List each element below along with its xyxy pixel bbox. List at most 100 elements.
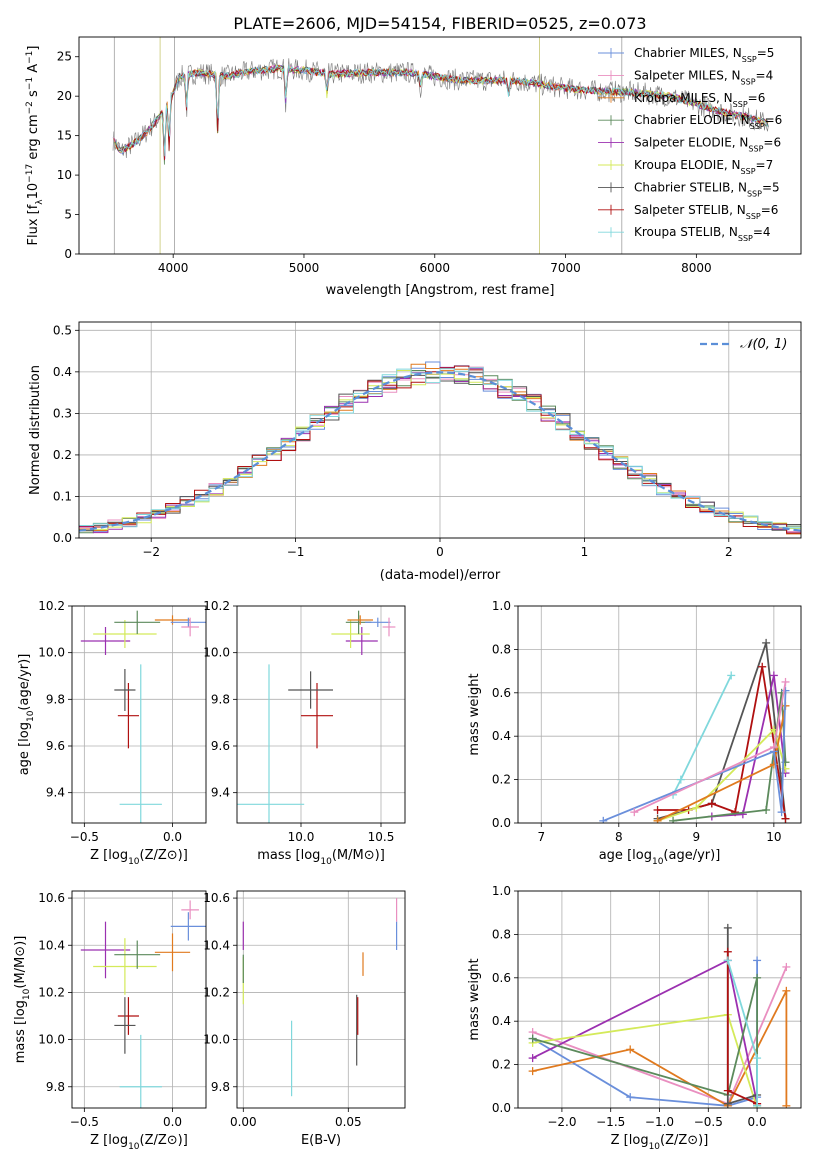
y-tick-label: 10.4 xyxy=(38,938,65,952)
y-tick-label: 0.0 xyxy=(53,531,72,545)
x-tick-label: −2 xyxy=(142,545,160,559)
y-tick-label: 10.2 xyxy=(38,599,65,613)
y-tick-label: 0.1 xyxy=(53,489,72,503)
legend-label: Salpeter STELIB, NSSP=6 xyxy=(634,203,778,221)
legend-entry: Chabrier STELIB, NSSP=5 xyxy=(598,180,780,198)
errorbar-point xyxy=(119,664,162,823)
observed-spectrum xyxy=(112,58,769,159)
weight-line xyxy=(657,666,787,819)
errorbar-point xyxy=(170,912,206,941)
errorbar-point xyxy=(181,617,199,637)
x-tick-label: 0 xyxy=(436,545,444,559)
y-axis-label: mass weight xyxy=(467,673,482,755)
weight-series-line xyxy=(528,956,762,1108)
y-tick-label: 9.4 xyxy=(46,786,65,800)
x-tick-label: 7000 xyxy=(550,261,581,275)
y-tick-label: 10.0 xyxy=(203,1033,230,1047)
figure-title: PLATE=2606, MJD=54154, FIBERID=0525, z=0… xyxy=(233,14,646,33)
weight-series-line xyxy=(653,662,790,823)
errorbar-point xyxy=(117,683,139,749)
y-tick-label: 5 xyxy=(64,208,72,222)
mass-age-panel: 10.0 10.5 9.4 9.6 9.8 10.0 10.2 mass [log10(M/M… xyxy=(203,599,406,867)
x-axis-label: mass [log10(M/M⊙)] xyxy=(257,848,385,867)
errorbar-point xyxy=(93,620,157,648)
x-tick-label: 0.05 xyxy=(335,1115,362,1129)
errorbar-point xyxy=(114,997,136,1054)
y-tick-label: 0.2 xyxy=(492,773,511,787)
errorbar-point xyxy=(331,620,370,648)
legend-label: Kroupa STELIB, NSSP=4 xyxy=(634,225,771,243)
x-tick-label: 4000 xyxy=(158,261,189,275)
errorbar-point xyxy=(181,900,199,920)
x-axis-label: Z [log10(Z/Z⊙)] xyxy=(611,1133,709,1152)
y-tick-label: 20 xyxy=(57,89,72,103)
y-tick-label: 10.2 xyxy=(203,599,230,613)
x-axis-label: Z [log10(Z/Z⊙)] xyxy=(90,848,188,867)
plot-frame xyxy=(71,890,207,1109)
spectrum-legend: Chabrier MILES, NSSP=5 Salpeter MILES, NS… xyxy=(598,46,782,243)
y-tick-label: 15 xyxy=(57,129,72,143)
y-tick-label: 10.2 xyxy=(203,985,230,999)
y-tick-label: 10.2 xyxy=(38,985,65,999)
y-tick-label: 0.4 xyxy=(492,1014,511,1028)
legend-label: Chabrier STELIB, NSSP=5 xyxy=(634,180,780,198)
x-tick-label: 10 xyxy=(766,830,781,844)
residuals-panel: −2 −1 0 1 2 0.0 0.1 0.2 0.3 0.4 0.5 𝒩(0, 1) (data-mo… xyxy=(28,321,802,583)
y-tick-label: 0.2 xyxy=(492,1058,511,1072)
errorbars xyxy=(237,610,396,823)
legend-entry: Salpeter MILES, NSSP=4 xyxy=(598,68,773,86)
errorbars xyxy=(80,900,206,1108)
y-tick-label: 10.0 xyxy=(203,646,230,660)
x-axis-label: (data-model)/error xyxy=(380,568,501,583)
y-tick-label: 0.5 xyxy=(53,323,72,337)
errorbar-point xyxy=(114,940,161,969)
x-axis-label: Z [log10(Z/Z⊙)] xyxy=(90,1133,188,1152)
y-axis-label: Flux [fλ10−17 erg cm−2 s−1 A−1] xyxy=(25,46,45,246)
errorbar-point xyxy=(114,669,136,711)
x-tick-label: −0.5 xyxy=(694,1115,723,1129)
y-tick-label: 0 xyxy=(64,247,72,261)
ebv-mass-panel: 0.00 0.05 9.8 10.0 10.2 10.4 10.6 E(B-V) xyxy=(203,890,406,1148)
plot-frame xyxy=(517,605,802,824)
residual-histograms xyxy=(79,361,801,535)
x-tick-label: −1.5 xyxy=(596,1115,625,1129)
y-tick-label: 0.4 xyxy=(53,365,72,379)
errorbar-point xyxy=(301,683,333,749)
weight-line xyxy=(532,977,758,1106)
legend-label: Chabrier ELODIE, NSSP=6 xyxy=(634,113,782,131)
y-tick-label: 9.6 xyxy=(46,739,65,753)
x-tick-label: −0.5 xyxy=(70,830,99,844)
legend-label: 𝒩(0, 1) xyxy=(740,337,787,352)
x-tick-label: 0.0 xyxy=(163,1115,182,1129)
y-tick-label: 25 xyxy=(57,50,72,64)
legend-entry: Salpeter STELIB, NSSP=6 xyxy=(598,203,778,221)
y-tick-label: 10 xyxy=(57,168,72,182)
weight-line xyxy=(633,681,787,813)
y-tick-label: 1.0 xyxy=(492,884,511,898)
weight-series-line xyxy=(528,956,762,1108)
x-tick-label: 7 xyxy=(537,830,545,844)
y-tick-label: 0.4 xyxy=(492,729,511,743)
y-tick-label: 0.8 xyxy=(492,927,511,941)
y-tick-label: 0.3 xyxy=(53,406,72,420)
x-tick-label: 5000 xyxy=(289,261,320,275)
x-tick-label: 10.0 xyxy=(288,830,315,844)
legend-label: Salpeter ELODIE, NSSP=6 xyxy=(634,136,781,154)
z-mass-panel: −0.5 0.0 9.8 10.0 10.2 10.4 10.6 Z [log10(Z/Z⊙)… xyxy=(13,890,207,1152)
y-tick-label: 10.4 xyxy=(203,938,230,952)
weight-line xyxy=(532,959,758,1104)
x-tick-label: 8 xyxy=(615,830,623,844)
errorbar-point xyxy=(365,617,391,627)
weight-series xyxy=(599,638,790,823)
y-axis-label: mass [log10(M/M⊙)] xyxy=(13,936,32,1064)
errorbars xyxy=(80,610,206,823)
errorbar-point xyxy=(119,1034,162,1108)
weight-line xyxy=(532,960,758,1107)
y-tick-label: 10.6 xyxy=(38,891,65,905)
errorbar-point xyxy=(80,627,131,655)
x-tick-label: −1.0 xyxy=(645,1115,674,1129)
y-axis-label: age [log10(age/yr)] xyxy=(17,654,36,776)
errorbar-point xyxy=(347,615,373,625)
legend-entry: Kroupa ELODIE, NSSP=7 xyxy=(598,158,773,176)
y-tick-label: 0.0 xyxy=(492,1101,511,1115)
